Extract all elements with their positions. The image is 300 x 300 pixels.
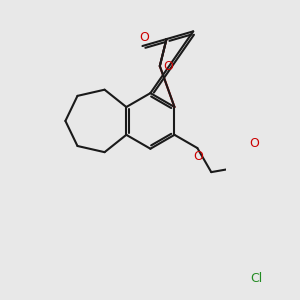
Text: O: O (140, 31, 149, 44)
Text: O: O (164, 60, 174, 73)
Text: Cl: Cl (250, 272, 263, 285)
Text: O: O (194, 150, 203, 163)
Text: O: O (249, 137, 259, 150)
